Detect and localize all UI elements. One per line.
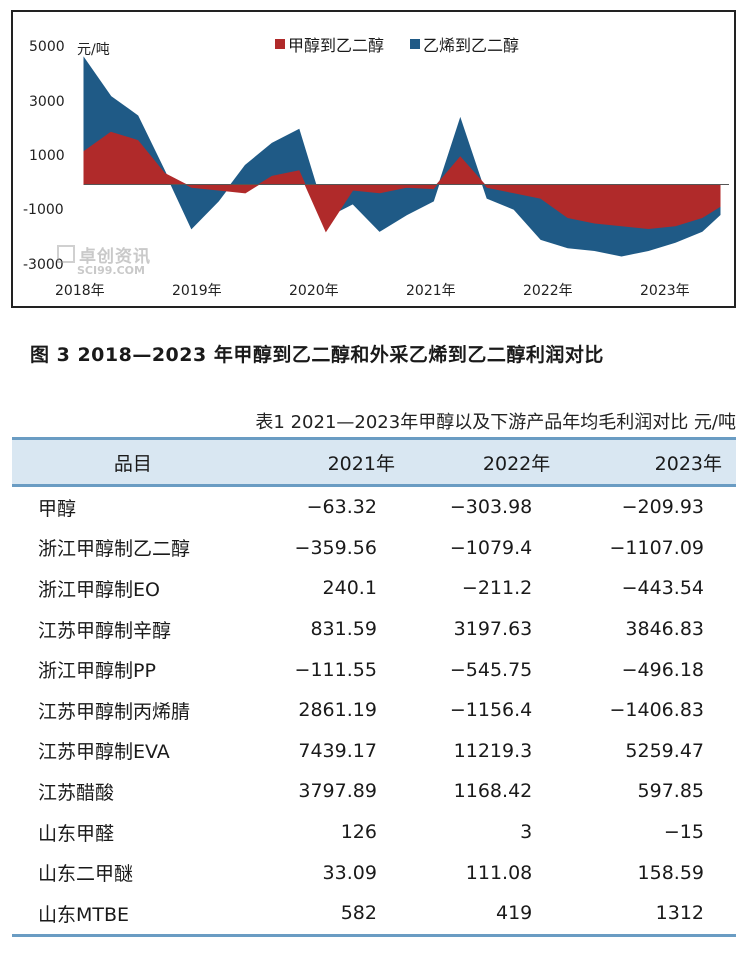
- cell-value: 3197.63: [453, 618, 533, 641]
- cell-value: 158.59: [637, 861, 704, 884]
- cell-item-name: 山东二甲醚: [38, 863, 134, 886]
- cell-value: −303.98: [449, 496, 533, 519]
- cell-item-name: 浙江甲醇制EO: [38, 578, 160, 601]
- cell-value: −1079.4: [449, 536, 533, 559]
- table-row: 江苏甲醇制辛醇 831.59 3197.63 3846.83: [12, 609, 736, 650]
- x-tick-label: 2018年: [55, 283, 105, 299]
- cell-value: 597.85: [637, 780, 704, 803]
- cell-value: −1406.83: [609, 699, 705, 722]
- y-axis-unit: 元/吨: [77, 42, 110, 58]
- cell-value: 1168.42: [453, 780, 533, 803]
- cell-value: 3: [520, 821, 533, 844]
- cell-value: −545.75: [449, 658, 533, 681]
- table-row: 浙江甲醇制乙二醇 −359.56 −1079.4 −1107.09: [12, 528, 736, 569]
- cell-value: 582: [253, 892, 409, 937]
- watermark-cn: 卓创资讯: [79, 247, 151, 267]
- cell-value: 1312: [564, 892, 736, 937]
- cell-value: 33.09: [322, 861, 377, 884]
- figure-caption: 图 3 2018—2023 年甲醇到乙二醇和外采乙烯到乙二醇利润对比: [30, 344, 604, 366]
- table-row: 浙江甲醇制EO 240.1 −211.2 −443.54: [12, 568, 736, 609]
- table-row: 江苏甲醇制丙烯腈 2861.19 −1156.4 −1406.83: [12, 690, 736, 731]
- cell-value: 240.1: [322, 577, 377, 600]
- watermark-logo: 卓创资讯 SCI99.COM: [57, 242, 151, 277]
- cell-value: −1156.4: [449, 699, 533, 722]
- x-tick-label: 2022年: [523, 283, 573, 299]
- header-2023: 2023年: [564, 437, 736, 487]
- cell-value: −211.2: [461, 577, 533, 600]
- cell-value: 5259.47: [625, 739, 704, 762]
- cell-value: −496.18: [621, 658, 704, 681]
- table-row: 甲醇 −63.32 −303.98 −209.93: [12, 486, 736, 528]
- cell-value: 419: [408, 892, 565, 937]
- cell-value: −1107.09: [609, 536, 705, 559]
- cell-value: 111.08: [465, 861, 533, 884]
- cell-item-name: 江苏甲醇制辛醇: [38, 619, 172, 642]
- y-tick-label: 3000: [29, 94, 65, 110]
- y-tick-label: -1000: [23, 202, 64, 218]
- profit-table: 品目 2021年 2022年 2023年 甲醇 −63.32 −303.98 −209…: [12, 437, 736, 937]
- cell-item-name: 山东甲醛: [38, 822, 115, 845]
- y-tick-label: 1000: [29, 148, 65, 164]
- header-item: 品目: [12, 437, 254, 487]
- chart-legend: 甲醇到乙二醇 乙烯到乙二醇: [275, 32, 519, 56]
- cell-item-name: 甲醇: [38, 497, 77, 520]
- table-row: 江苏醋酸 3797.89 1168.42 597.85: [12, 771, 736, 812]
- table-header-row: 品目 2021年 2022年 2023年: [12, 437, 736, 487]
- cell-item-name: 江苏甲醇制EVA: [38, 741, 170, 764]
- cell-value: −209.93: [621, 496, 704, 519]
- table-title: 表1 2021—2023年甲醇以及下游产品年均毛利润对比 元/吨: [255, 412, 736, 433]
- cell-item-name: 山东MTBE: [12, 892, 254, 937]
- cell-value: −15: [663, 821, 704, 844]
- table-row: 山东MTBE 582 419 1312: [12, 892, 736, 937]
- cell-value: −359.56: [294, 536, 377, 559]
- legend-label-methanol: 甲醇到乙二醇: [288, 36, 385, 55]
- header-2021: 2021年: [253, 437, 409, 487]
- x-tick-label: 2021年: [406, 283, 456, 299]
- cell-value: −443.54: [621, 577, 704, 600]
- cell-item-name: 浙江甲醇制乙二醇: [38, 538, 191, 561]
- cell-value: 11219.3: [453, 739, 533, 762]
- legend-item-methanol: 甲醇到乙二醇: [275, 32, 384, 56]
- legend-swatch-ethylene: [410, 39, 421, 49]
- x-tick-label: 2023年: [640, 283, 690, 299]
- series-area-methanol: [83, 131, 721, 233]
- table-row: 江苏甲醇制EVA 7439.17 11219.3 5259.47: [12, 731, 736, 772]
- header-2022: 2022年: [408, 437, 565, 487]
- cell-value: −63.32: [306, 496, 377, 519]
- chart-plot: [83, 56, 729, 257]
- y-tick-label: 5000: [29, 39, 65, 55]
- cell-item-name: 江苏甲醇制丙烯腈: [38, 700, 191, 723]
- legend-item-ethylene: 乙烯到乙二醇: [410, 32, 519, 56]
- cell-value: −111.55: [294, 658, 377, 681]
- watermark-en: SCI99.COM: [77, 264, 145, 277]
- legend-label-ethylene: 乙烯到乙二醇: [423, 36, 520, 55]
- cell-value: 3846.83: [625, 618, 704, 641]
- legend-swatch-methanol: [275, 39, 285, 49]
- table-row: 山东二甲醚 33.09 111.08 158.59: [12, 852, 736, 893]
- cell-value: 3797.89: [298, 780, 377, 803]
- x-tick-label: 2020年: [289, 283, 339, 299]
- cell-value: 126: [340, 821, 377, 844]
- cell-value: 7439.17: [298, 739, 377, 762]
- cell-item-name: 浙江甲醇制PP: [38, 660, 156, 683]
- table-row: 浙江甲醇制PP −111.55 −545.75 −496.18: [12, 649, 736, 690]
- cell-value: 831.59: [310, 618, 377, 641]
- y-tick-label: -3000: [23, 257, 64, 273]
- table-row: 山东甲醛 126 3 −15: [12, 812, 736, 853]
- watermark-icon: [57, 245, 75, 263]
- cell-value: 2861.19: [298, 699, 377, 722]
- x-tick-label: 2019年: [172, 283, 222, 299]
- cell-item-name: 江苏醋酸: [38, 781, 115, 804]
- profit-chart: 甲醇到乙二醇 乙烯到乙二醇 元/吨 5000 3000 1000 -1000 -…: [11, 10, 736, 308]
